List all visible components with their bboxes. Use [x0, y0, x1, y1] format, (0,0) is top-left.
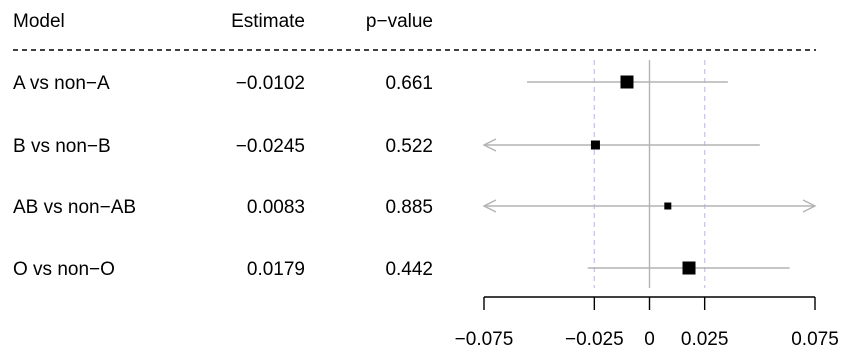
- row-p-value: 0.442: [385, 259, 433, 280]
- estimate-box: [664, 202, 672, 210]
- ci-left-arrow: [482, 138, 497, 152]
- column-header-model: Model: [13, 11, 65, 32]
- x-tick-label: 0.025: [681, 329, 729, 350]
- row-model-label: AB vs non−AB: [13, 197, 136, 218]
- x-axis: −0.075 −0.025 0 0.025 0.075: [455, 296, 839, 350]
- estimate-box: [620, 75, 634, 89]
- row-estimate-value: −0.0102: [236, 73, 305, 94]
- row-estimate-value: 0.0083: [247, 197, 305, 218]
- table-row: A vs non−A −0.0102 0.661: [13, 73, 728, 94]
- row-model-label: B vs non−B: [13, 136, 111, 157]
- row-p-value: 0.885: [385, 197, 433, 218]
- ci-right-arrow: [802, 199, 817, 213]
- table-rows: A vs non−A −0.0102 0.661 B vs non−B −0.0245 0…: [13, 73, 817, 280]
- row-model-label: A vs non−A: [13, 73, 110, 94]
- estimate-box: [590, 140, 600, 150]
- estimate-box: [682, 261, 696, 275]
- row-model-label: O vs non−O: [13, 259, 115, 280]
- row-p-value: 0.661: [385, 73, 433, 94]
- x-tick-label: −0.025: [565, 329, 624, 350]
- table-row: AB vs non−AB 0.0083 0.885: [13, 197, 817, 218]
- x-tick-label: −0.075: [455, 329, 514, 350]
- column-header-estimate: Estimate: [231, 11, 305, 32]
- row-estimate-value: 0.0179: [247, 259, 305, 280]
- column-header-p-value: p−value: [366, 11, 433, 32]
- row-estimate-value: −0.0245: [236, 136, 305, 157]
- ci-left-arrow: [482, 199, 497, 213]
- x-tick-label: 0.075: [791, 329, 839, 350]
- plot-area: [593, 60, 706, 288]
- row-p-value: 0.522: [385, 136, 433, 157]
- table-row: B vs non−B −0.0245 0.522: [13, 136, 760, 157]
- table-row: O vs non−O 0.0179 0.442: [13, 259, 790, 280]
- x-tick-label: 0: [644, 329, 655, 350]
